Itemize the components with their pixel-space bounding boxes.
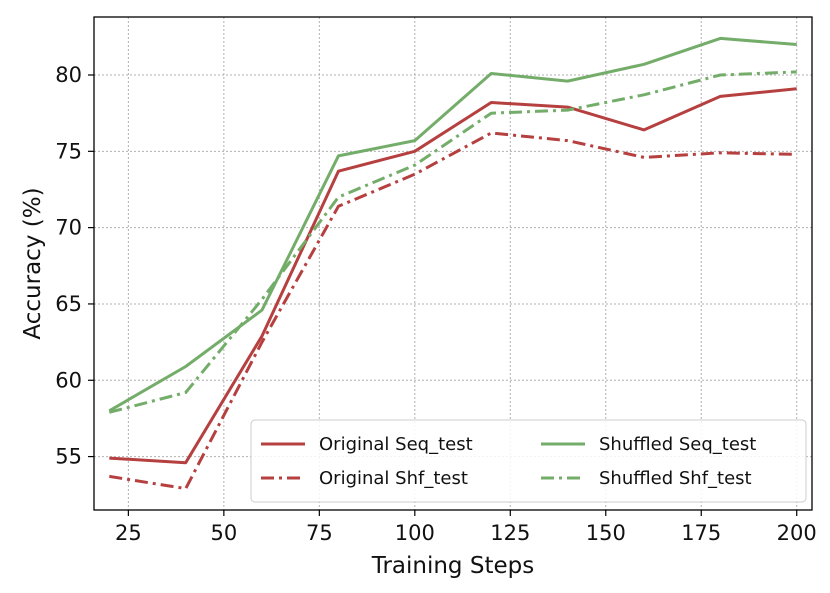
y-tick-label: 70: [55, 216, 82, 240]
y-axis-label: Accuracy (%): [20, 187, 46, 339]
x-tick-label: 50: [210, 521, 237, 545]
y-tick-label: 80: [55, 63, 82, 87]
legend-frame: [250, 419, 807, 503]
legend: Original Seq_test Original Shf_test Shuffl…: [250, 419, 807, 503]
legend-label: Original Shf_test: [319, 468, 468, 489]
series-line-original-seq-test: [109, 87, 797, 465]
y-tick-label: 65: [55, 292, 82, 316]
legend-label: Shuffled Shf_test: [599, 468, 752, 489]
y-tick-label: 60: [55, 368, 82, 392]
series-lines: [108, 36, 797, 491]
x-tick-label: 75: [306, 521, 333, 545]
series-line-shuffled-shf-test: [108, 70, 797, 414]
axis-ticks: 25 50 75 100 125 150 175 200 55 60 65 70 75 80: [55, 63, 817, 545]
x-tick-label: 175: [681, 521, 721, 545]
legend-label: Original Seq_test: [319, 434, 473, 455]
y-tick-label: 75: [55, 139, 82, 163]
x-tick-label: 200: [777, 521, 817, 545]
x-axis-label: Training Steps: [371, 553, 534, 579]
legend-label: Shuffled Seq_test: [599, 434, 756, 455]
series-line-original-shf-test: [109, 131, 797, 491]
plot-area: [93, 16, 813, 511]
x-tick-label: 150: [586, 521, 626, 545]
x-tick-label: 125: [490, 521, 530, 545]
y-tick-label: 55: [55, 445, 82, 469]
series-line-shuffled-seq-test: [108, 36, 797, 413]
x-tick-label: 100: [395, 521, 435, 545]
x-tick-label: 25: [115, 521, 142, 545]
